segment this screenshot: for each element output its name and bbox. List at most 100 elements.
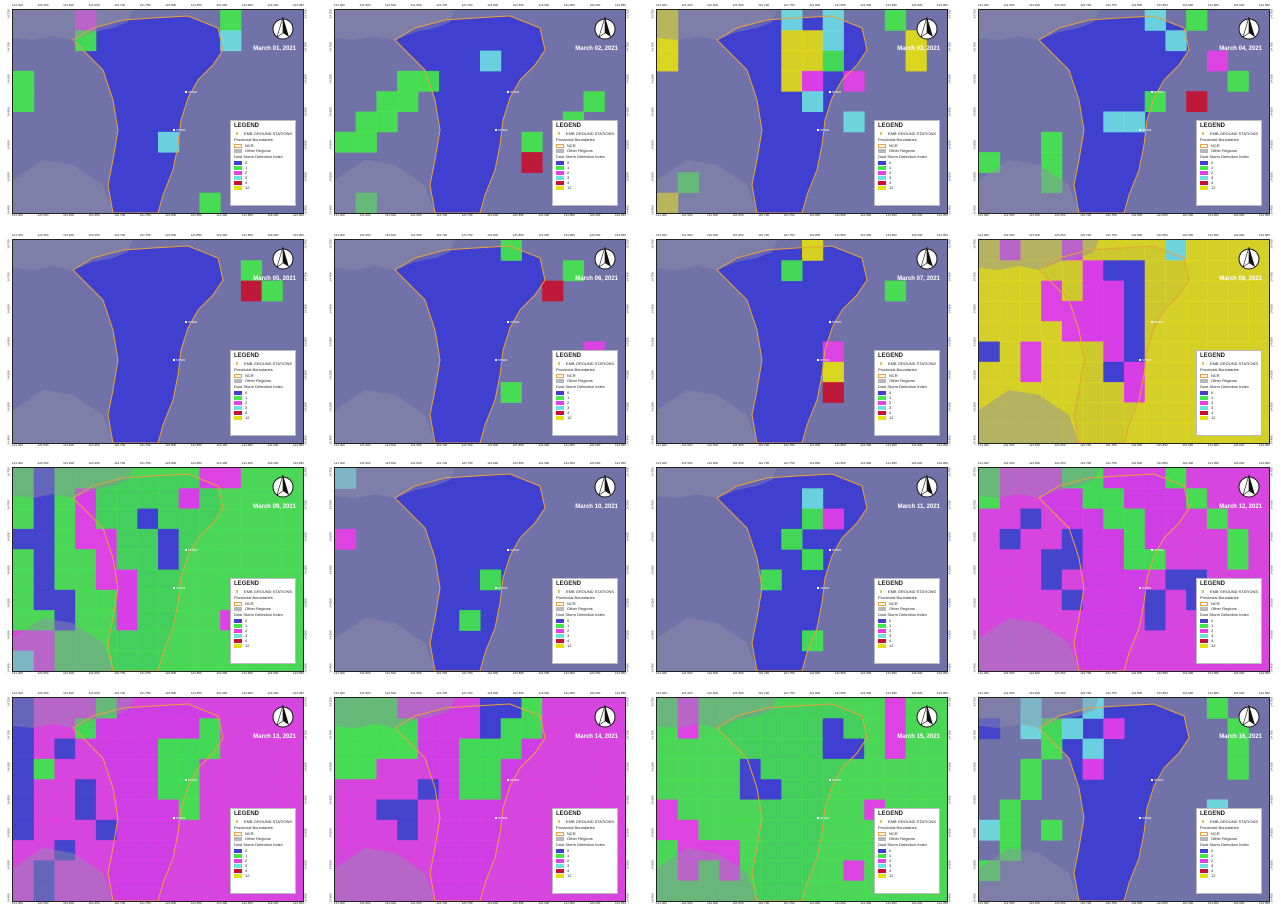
dsdi-cell [979, 382, 1001, 403]
tick-label: 121.800 [165, 901, 177, 905]
dsdi-cell [240, 280, 263, 302]
legend-class-label: 2 [245, 858, 248, 863]
tick-label: 121.700 [436, 671, 448, 675]
legend-index-title: Dust Storm Detection Index [234, 612, 292, 617]
dsdi-cell [13, 549, 35, 570]
dsdi-cell [220, 549, 242, 570]
legend-class-row: 3 [878, 175, 936, 180]
dsdi-cell [1061, 488, 1084, 510]
tick-label: 14.700 [6, 730, 11, 740]
coast-area [657, 240, 777, 270]
legend-class-label: 12 [245, 873, 250, 878]
dsdi-cell [13, 508, 35, 530]
station-label: STN01 [188, 90, 198, 94]
ncr-boundary [716, 15, 868, 213]
dsdi-cell [760, 738, 782, 760]
class-swatch [1200, 643, 1208, 648]
legend-class-row: 3 [556, 175, 614, 180]
tick-label: 121.500 [681, 671, 693, 675]
dsdi-cell [178, 650, 200, 671]
legend-class-label: 0 [1211, 618, 1214, 623]
legend-title: LEGEND [878, 811, 904, 817]
tick-label: 14.750 [1269, 697, 1274, 707]
tick-label: 14.600 [328, 337, 333, 347]
legend-class-row: 3 [878, 405, 936, 410]
tick-label: 121.950 [241, 443, 253, 447]
station-label: STN01 [832, 548, 842, 552]
dsdi-cell [1124, 321, 1146, 342]
dsdi-cell [261, 758, 283, 780]
dsdi-cell [1144, 569, 1166, 591]
dsdi-cell [355, 718, 377, 740]
tick-label: 121.950 [1207, 213, 1219, 217]
tick-label: 121.600 [385, 671, 396, 675]
tick-label: 121.850 [1156, 691, 1168, 695]
legend-class-label: 0 [245, 160, 248, 165]
tick-label: 124.000 [267, 443, 279, 447]
dsdi-cell [158, 468, 180, 489]
legend-class-row: 0 [556, 390, 614, 395]
map-legend: LEGEND EMB GROUND STATIONS Provincial Boun… [874, 578, 940, 664]
map-date-label: March 01, 2021 [253, 46, 296, 52]
legend-index-label: Dust Storm Detection Index [556, 612, 605, 617]
dsdi-cell [54, 508, 76, 530]
dsdi-cell [199, 860, 221, 882]
tick-label: 14.650 [625, 74, 630, 84]
ncr-symbol [234, 601, 242, 606]
tick-label: 121.600 [1029, 213, 1040, 217]
legend-class-row: 12 [1200, 185, 1258, 190]
dsdi-cell [822, 341, 844, 363]
legend-class-label: 12 [567, 643, 572, 648]
bay-area [657, 390, 757, 443]
axis-ticks-left: 14.750 14.700 14.650 14.600 14.550 14.500 14.4… [327, 467, 334, 672]
tick-label: 121.500 [681, 233, 693, 237]
dsdi-cell [13, 819, 35, 841]
dsdi-cell [54, 630, 76, 652]
legend-class-row: 1 [1200, 623, 1258, 628]
legend-class-row: 0 [1200, 848, 1258, 853]
tick-label: 121.600 [1029, 901, 1040, 905]
tick-label: 121.700 [436, 213, 448, 217]
legend-index-label: Dust Storm Detection Index [1200, 612, 1249, 617]
legend-title: LEGEND [234, 123, 260, 129]
dsdi-cell [240, 488, 263, 510]
tick-label: 124.000 [1233, 233, 1245, 237]
tick-label: 121.800 [1131, 443, 1143, 447]
dsdi-cell [1020, 402, 1042, 424]
dsdi-cell [1144, 610, 1166, 631]
dsdi-cell [1206, 698, 1229, 719]
station-dot-icon [1139, 129, 1141, 132]
legend-class-label: 4 [889, 410, 892, 415]
tick-label: 124.000 [1233, 213, 1245, 217]
legend-stations: EMB GROUND STATIONS [878, 131, 936, 136]
dsdi-cell [999, 280, 1021, 302]
tick-label: 14.500 [625, 860, 630, 870]
tick-label: 124.000 [589, 671, 601, 675]
tick-label: 14.700 [303, 272, 308, 282]
tick-label: 14.650 [625, 762, 630, 772]
tick-label: 121.800 [809, 3, 821, 7]
dsdi-cell [979, 549, 1001, 570]
dsdi-cell [521, 779, 543, 800]
dsdi-cell [1020, 528, 1042, 550]
dsdi-cell [521, 698, 543, 719]
legend-class-label: 3 [1211, 863, 1214, 868]
legend-index-label: Dust Storm Detection Index [1200, 842, 1249, 847]
dsdi-cell [480, 860, 502, 882]
class-swatch [234, 175, 242, 180]
tick-label: 121.800 [165, 671, 177, 675]
dsdi-cell [999, 402, 1021, 424]
dsdi-cell [1103, 321, 1125, 342]
tick-label: 14.750 [328, 467, 333, 477]
north-arrow-icon [916, 472, 938, 500]
class-swatch [234, 415, 242, 420]
class-swatch [1200, 868, 1208, 873]
dsdi-cell [1041, 589, 1063, 611]
dsdi-cell [1020, 422, 1042, 443]
legend-class-label: 1 [889, 165, 892, 170]
dsdi-cell [1082, 528, 1104, 550]
tick-label: 14.500 [6, 172, 11, 182]
dsdi-cell [1061, 402, 1084, 424]
tick-label: 121.850 [834, 443, 846, 447]
map-date-label: March 14, 2021 [575, 734, 618, 740]
